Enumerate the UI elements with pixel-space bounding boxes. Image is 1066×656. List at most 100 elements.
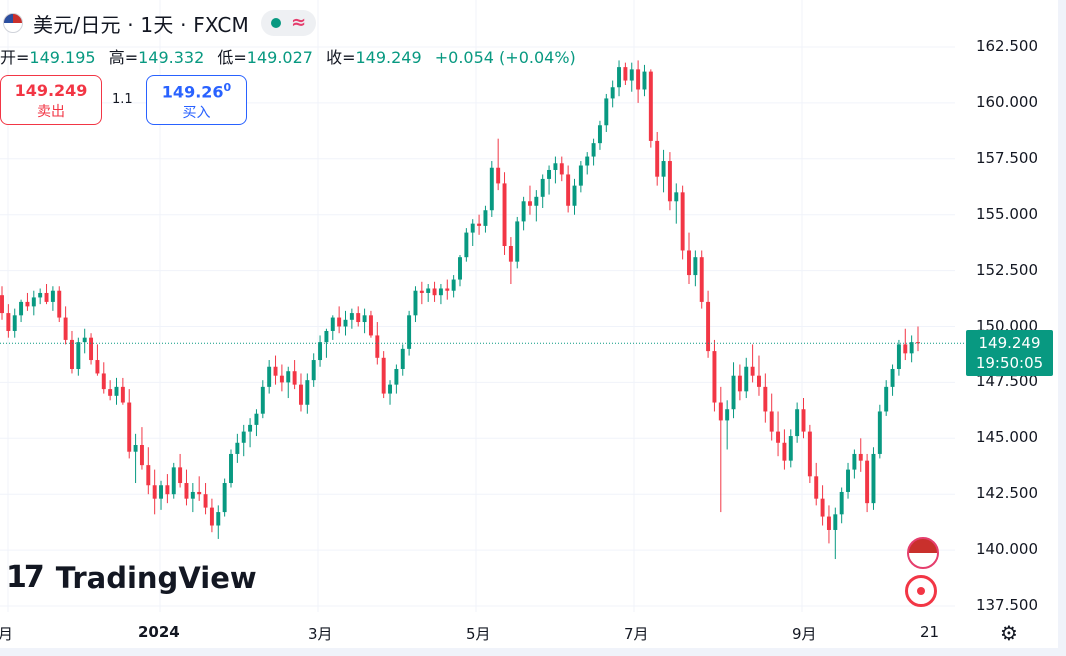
candle-body (44, 292, 49, 302)
candle-body (108, 389, 113, 396)
tradingview-logo[interactable]: 17 TradingView (6, 560, 257, 595)
candle-body (388, 384, 392, 394)
candle-body (101, 373, 106, 390)
candle-body (178, 467, 183, 484)
buy-button[interactable]: 149.260 买入 (146, 75, 247, 125)
y-tick-label: 145.000 (975, 428, 1038, 447)
candle-body (629, 69, 634, 81)
candle-body (788, 436, 793, 461)
candle-body (833, 514, 838, 530)
wave-icon: ≈ (290, 12, 307, 33)
buy-price-superscript: 0 (223, 81, 232, 94)
candle-body (349, 313, 354, 320)
candle-body (547, 169, 552, 179)
candle-body (381, 357, 386, 394)
candle-body (362, 315, 367, 323)
candle-body (470, 223, 475, 233)
candle-body (318, 342, 323, 361)
close-label: 收= (326, 48, 356, 67)
candle-body (496, 167, 501, 184)
candle-body (839, 491, 844, 515)
candle-body (528, 201, 532, 206)
candle-body (515, 221, 520, 262)
y-tick-label: 147.500 (975, 372, 1038, 391)
candle-body (216, 512, 221, 526)
candle-body (50, 290, 55, 302)
candle-body (222, 483, 227, 513)
candle-body (674, 192, 679, 202)
candle-body (38, 292, 43, 298)
candle-body (572, 185, 577, 206)
candle-body (311, 360, 316, 381)
candle-body (114, 386, 119, 396)
candle-body (648, 71, 653, 141)
candle-body (368, 315, 373, 336)
candle-body (464, 232, 469, 258)
jp-event-icon[interactable] (905, 575, 937, 607)
candle-body (286, 371, 291, 383)
candle-body (814, 476, 819, 499)
candle-body (25, 301, 30, 307)
status-pill[interactable]: ≈ (260, 10, 317, 36)
y-tick-label: 157.500 (975, 148, 1038, 167)
candle-body (139, 445, 144, 466)
candle-body (127, 402, 132, 452)
candle-body (769, 411, 774, 432)
sell-price: 149.249 (14, 81, 88, 100)
candle-body (330, 317, 335, 331)
x-tick-label: 5月 (466, 625, 491, 643)
candle-body (801, 409, 806, 432)
y-tick-label: 142.500 (975, 484, 1038, 503)
candle-body (324, 330, 329, 343)
candle-body (203, 494, 208, 508)
candle-body (426, 288, 431, 293)
x-tick-label: 2024 (138, 623, 180, 641)
candle-body (70, 339, 74, 369)
candle-body (95, 360, 100, 374)
symbol-title[interactable]: 美元/日元 · 1天 · FXCM (33, 12, 249, 37)
candle-body (248, 424, 253, 432)
candle-body (254, 413, 259, 425)
y-tick-label: 137.500 (975, 596, 1038, 614)
y-tick-label: 155.000 (975, 204, 1038, 223)
candle-body (617, 67, 621, 88)
candle-body (553, 163, 558, 170)
us-event-icon[interactable] (907, 537, 939, 569)
x-tick-label: 月 (0, 625, 14, 643)
candle-body (680, 192, 685, 251)
settings-icon[interactable]: ⚙ (1000, 621, 1018, 645)
candle-body (0, 295, 4, 314)
candle-body (82, 337, 87, 343)
candle-body (241, 431, 246, 443)
candle-body (865, 460, 870, 504)
last-price-tag: 149.249 19:50:05 (966, 330, 1053, 377)
candle-body (604, 98, 609, 126)
candle-body (6, 313, 11, 331)
last-price: 149.249 (978, 334, 1041, 353)
us-flag-icon (3, 13, 23, 33)
candle-body (706, 301, 711, 352)
sell-button[interactable]: 149.249 卖出 (0, 75, 102, 125)
candle-body (731, 375, 736, 410)
candle-body (521, 201, 526, 222)
y-tick-label: 152.500 (975, 260, 1038, 279)
candle-body (858, 453, 863, 461)
candle-body (585, 156, 590, 166)
candle-body (438, 288, 443, 296)
candle-body (407, 315, 412, 349)
candle-body (89, 337, 94, 361)
candle-body (655, 140, 660, 177)
candle-body (394, 368, 399, 385)
candle-body (559, 163, 564, 175)
candle-body (610, 87, 615, 99)
candle-body (884, 386, 889, 412)
change-value: +0.054 (+0.04%) (434, 48, 576, 67)
buy-label: 买入 (182, 105, 211, 122)
candle-body (578, 165, 583, 186)
candle-body (871, 453, 876, 504)
low-value: 149.027 (246, 48, 313, 67)
live-dot-icon (270, 18, 281, 28)
candle-body (782, 442, 787, 461)
symbol-header[interactable]: 美元/日元 · 1天 · FXCM ≈ (0, 6, 317, 40)
candle-body (375, 335, 380, 358)
